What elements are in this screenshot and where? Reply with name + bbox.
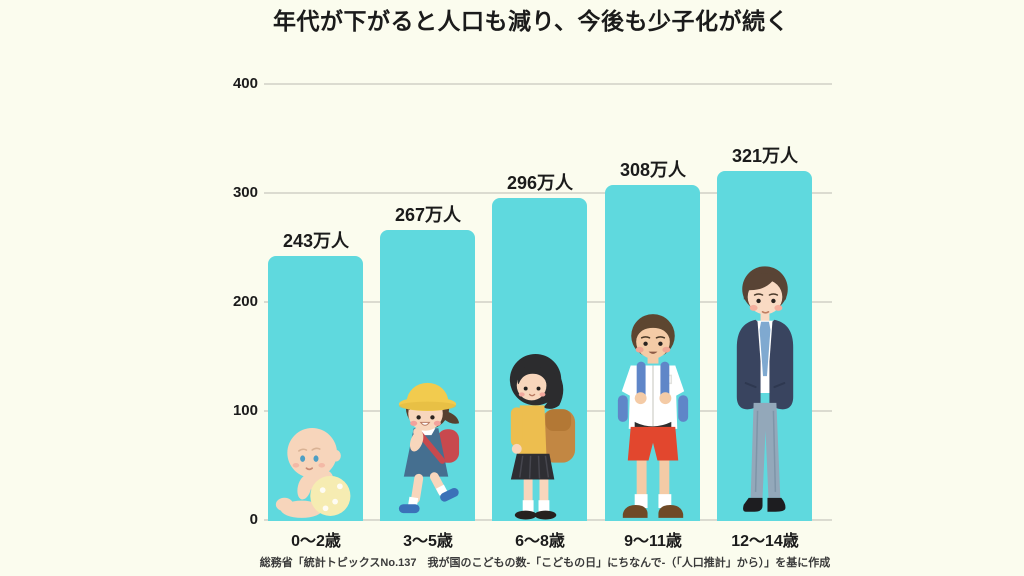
bar-value-label: 296万人 [506, 173, 574, 193]
bar-value-label: 243万人 [282, 231, 350, 251]
chart-title: 年代が下がると人口も減り、今後も少子化が続く [272, 8, 790, 34]
junior-high-school-student-illustration [735, 265, 794, 513]
y-axis-tick-label: 100 [232, 402, 258, 419]
source-note: 総務省「統計トピックスNo.137 我が国のこどもの数-「こどもの日」にちなんで… [259, 557, 831, 569]
y-axis-tick-label: 0 [249, 511, 258, 528]
kindergarten-child-illustration [381, 372, 475, 520]
y-axis-tick-label: 300 [232, 184, 258, 201]
baby-illustration [274, 427, 351, 519]
bar-category-label: 9〜11歳 [624, 533, 682, 550]
elementary-school-girl-illustration [508, 353, 576, 520]
bar-category-label: 6〜8歳 [515, 533, 565, 550]
bar-value-label: 267万人 [394, 205, 462, 225]
bar-category-label: 0〜2歳 [291, 533, 341, 550]
bar-value-label: 308万人 [619, 160, 687, 180]
gridline [264, 83, 832, 85]
gridline [264, 192, 832, 194]
elementary-school-boy-illustration [616, 313, 689, 519]
bar-value-label: 321万人 [731, 146, 799, 166]
y-axis-tick-label: 400 [232, 75, 258, 92]
bar-category-label: 12〜14歳 [731, 533, 799, 550]
y-axis-tick-label: 200 [232, 293, 258, 310]
bar-category-label: 3〜5歳 [403, 533, 453, 550]
